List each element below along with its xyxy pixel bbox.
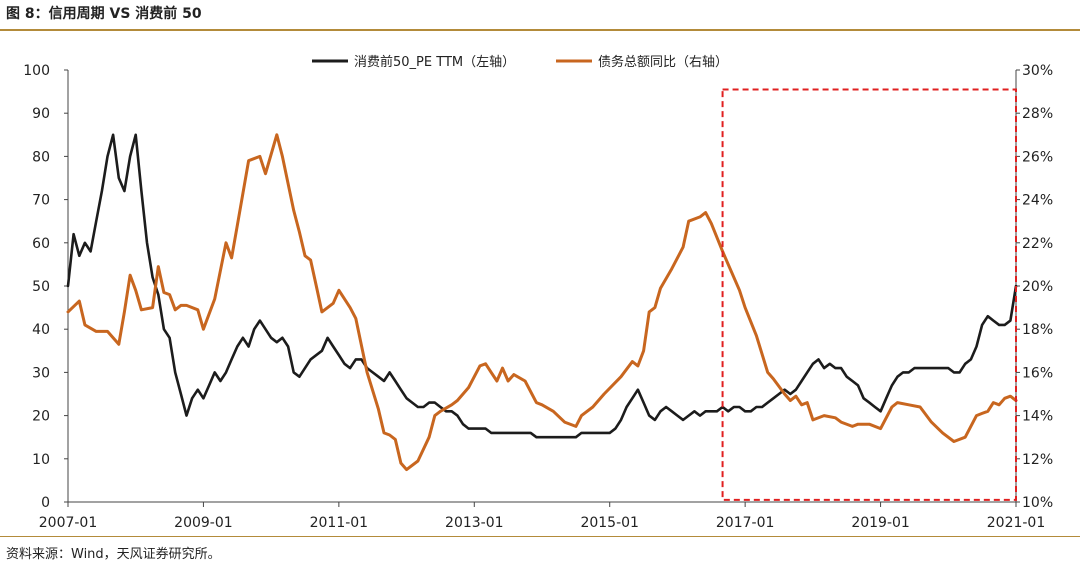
x-tick-label: 2009-01 bbox=[174, 515, 233, 531]
highlight-box bbox=[721, 88, 1017, 501]
pe-ttm-line bbox=[66, 133, 1018, 439]
series-lines bbox=[66, 133, 1018, 472]
credit-growth-line bbox=[66, 133, 1018, 472]
y-right-tick-label: 20% bbox=[1022, 279, 1053, 295]
y-right-tick-label: 22% bbox=[1022, 236, 1053, 252]
legend-label-pe: 消费前50_PE TTM（左轴） bbox=[354, 54, 515, 70]
y-right-tick-label: 30% bbox=[1022, 63, 1053, 79]
x-tick-label: 2021-01 bbox=[987, 515, 1046, 531]
axes: 0 10 20 30 40 50 60 70 80 90 100 10% 12% 14% 16% 18% 20%… bbox=[23, 63, 1053, 531]
x-tick-label: 2015-01 bbox=[580, 515, 639, 531]
y-left-tick-label: 80 bbox=[32, 149, 50, 165]
y-left-tick-label: 70 bbox=[32, 193, 50, 209]
y-left-tick-label: 20 bbox=[32, 409, 50, 425]
chart-svg: 0 10 20 30 40 50 60 70 80 90 100 10% 12% 14% 16% 18% 20%… bbox=[23, 54, 1053, 531]
y-left-tick-label: 10 bbox=[32, 452, 50, 468]
legend: 消费前50_PE TTM（左轴） 债务总额同比（右轴） bbox=[312, 54, 728, 70]
footer-rule bbox=[0, 536, 1080, 537]
y-right-tick-label: 28% bbox=[1022, 106, 1053, 122]
y-right-tick-label: 14% bbox=[1022, 409, 1053, 425]
x-tick-label: 2019-01 bbox=[851, 515, 910, 531]
y-left-tick-label: 50 bbox=[32, 279, 50, 295]
y-right-tick-label: 24% bbox=[1022, 193, 1053, 209]
y-right-tick-label: 10% bbox=[1022, 495, 1053, 511]
y-right-tick-label: 26% bbox=[1022, 149, 1053, 165]
x-tick-label: 2007-01 bbox=[39, 515, 98, 531]
y-right-tick-label: 12% bbox=[1022, 452, 1053, 468]
figure-title: 图 8：信用周期 VS 消费前 50 bbox=[6, 6, 202, 22]
x-tick-label: 2011-01 bbox=[310, 515, 369, 531]
x-tick-label: 2017-01 bbox=[716, 515, 775, 531]
highlight-rect bbox=[721, 88, 1017, 501]
y-left-tick-label: 90 bbox=[32, 106, 50, 122]
y-left-tick-label: 100 bbox=[23, 63, 50, 79]
y-left-tick-label: 30 bbox=[32, 365, 50, 381]
y-right-tick-label: 18% bbox=[1022, 322, 1053, 338]
x-tick-label: 2013-01 bbox=[445, 515, 504, 531]
y-left-tick-label: 40 bbox=[32, 322, 50, 338]
legend-label-credit: 债务总额同比（右轴） bbox=[598, 54, 728, 70]
y-left-tick-label: 60 bbox=[32, 236, 50, 252]
y-right-tick-label: 16% bbox=[1022, 365, 1053, 381]
y-left-tick-label: 0 bbox=[41, 495, 50, 511]
source-note: 资料来源：Wind，天风证券研究所。 bbox=[6, 547, 221, 562]
header-rule bbox=[0, 29, 1080, 31]
